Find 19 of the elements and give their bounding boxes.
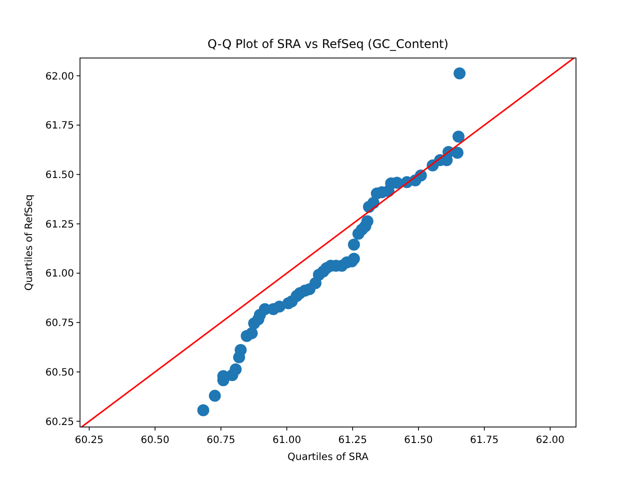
x-tick-label: 62.00 (536, 435, 565, 446)
x-tick-label: 60.50 (140, 435, 170, 446)
y-tick-label: 60.75 (45, 318, 74, 330)
y-tick-label: 61.50 (45, 170, 74, 181)
y-tick-label: 60.25 (45, 416, 74, 428)
y-tick-label: 61.00 (45, 268, 74, 280)
y-axis-title: Quartiles of RefSeq (24, 194, 35, 291)
x-tick-label: 61.75 (470, 435, 499, 446)
y-tick-label: 61.25 (45, 219, 74, 230)
chart-title: Q-Q Plot of SRA vs RefSeq (GC_Content) (208, 37, 448, 51)
x-tick-label: 61.50 (404, 435, 433, 446)
x-tick-label: 61.00 (272, 435, 302, 446)
x-tick-label: 60.25 (74, 435, 104, 446)
y-tick-label: 60.50 (45, 367, 74, 378)
x-tick-label: 60.75 (206, 435, 236, 446)
x-tick-label: 61.25 (338, 435, 367, 446)
y-tick-label: 62.00 (45, 71, 74, 82)
x-axis-title: Quartiles of SRA (287, 452, 369, 463)
y-tick-label: 61.75 (45, 120, 74, 132)
